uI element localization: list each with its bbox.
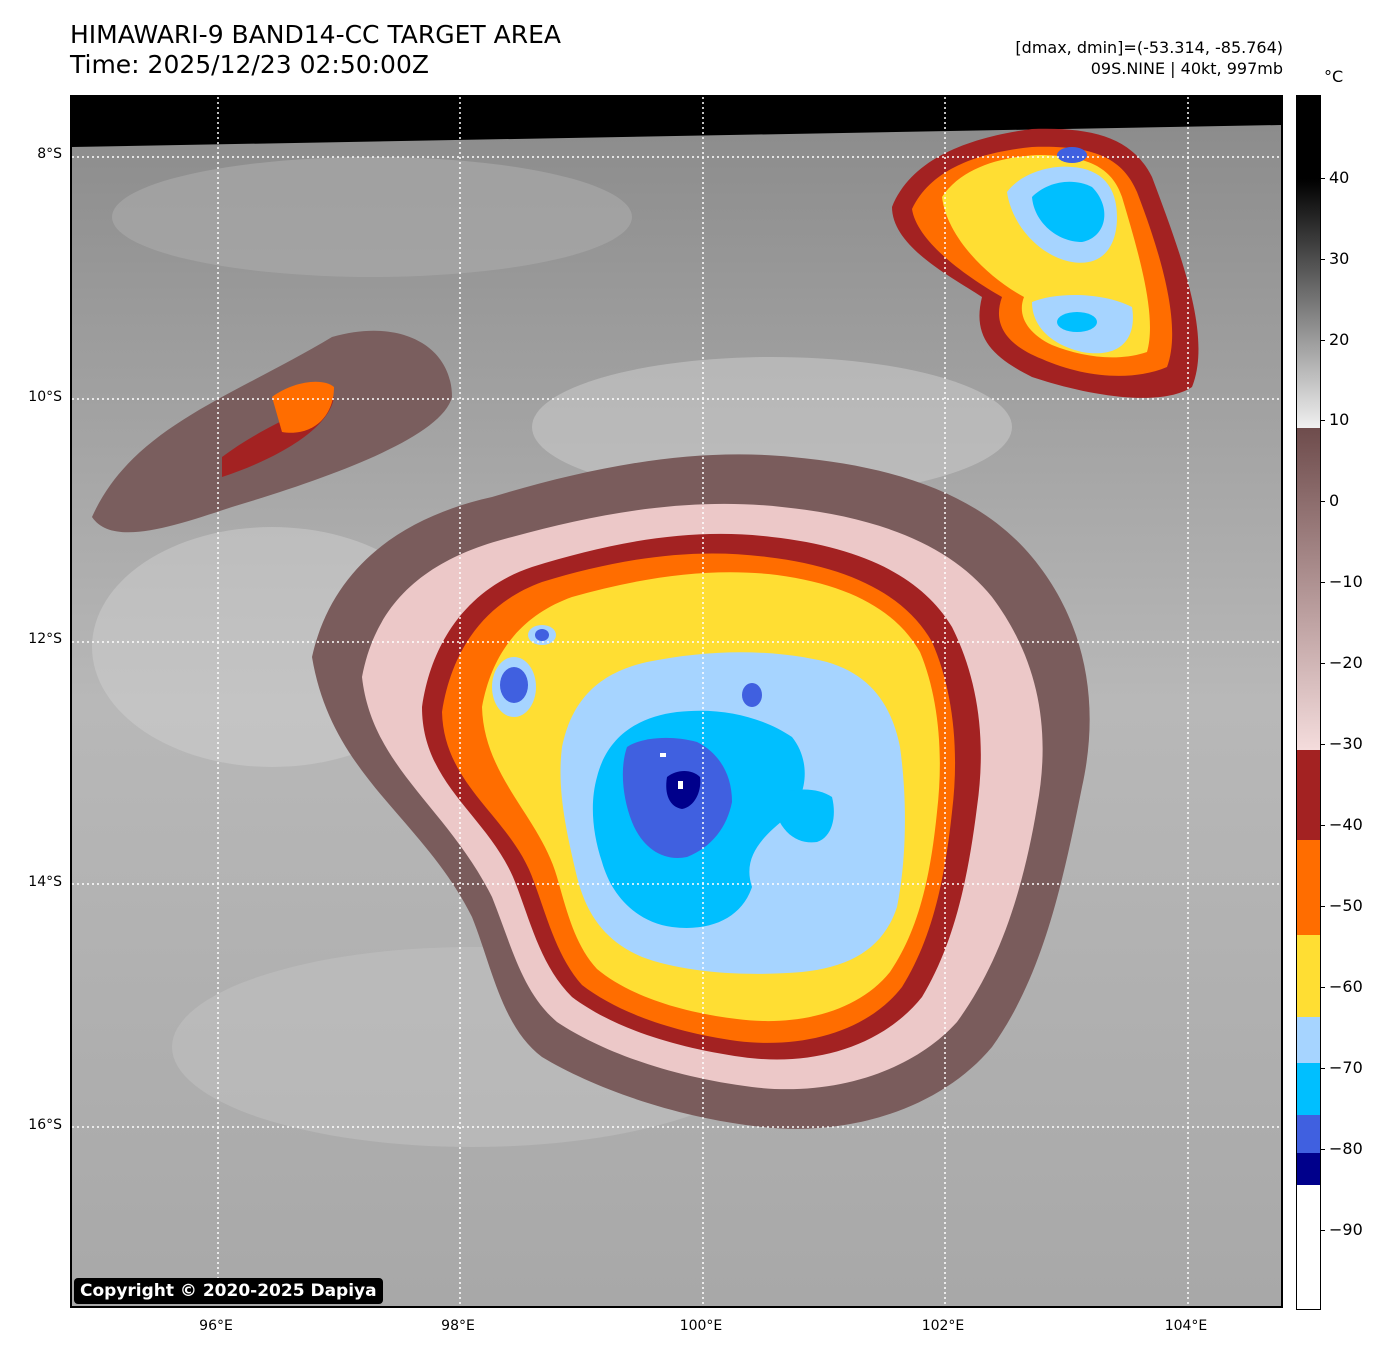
lon-label-100e: 100°E bbox=[679, 1318, 723, 1334]
cbar-label-minus70: −70 bbox=[1329, 1058, 1363, 1077]
cbar-label-minus50: −50 bbox=[1329, 896, 1363, 915]
cbar-label-minus60: −60 bbox=[1329, 977, 1363, 996]
cbar-label-10: 10 bbox=[1329, 410, 1350, 429]
graticule bbox=[72, 97, 1281, 1306]
storm-info: [dmax, dmin]=(-53.314, -85.764) 09S.NINE… bbox=[1015, 37, 1283, 79]
satellite-image bbox=[72, 97, 1281, 1306]
cbar-label-minus20: −20 bbox=[1329, 653, 1363, 672]
cbar-label-0: 0 bbox=[1329, 491, 1340, 510]
cbar-label-minus90: −90 bbox=[1329, 1220, 1363, 1239]
title-line-2: Time: 2025/12/23 02:50:00Z bbox=[70, 50, 429, 79]
colorbar-gradient bbox=[1297, 96, 1320, 1309]
storm-text: 09S.NINE | 40kt, 997mb bbox=[1090, 59, 1283, 78]
cbar-label-minus80: −80 bbox=[1329, 1139, 1363, 1158]
lon-label-96e: 96°E bbox=[199, 1318, 233, 1334]
satellite-map: Copyright © 2020-2025 Dapiya bbox=[70, 95, 1283, 1308]
lon-label-104e: 104°E bbox=[1164, 1318, 1208, 1334]
colorbar-unit: °C bbox=[1324, 67, 1344, 86]
cbar-label-minus30: −30 bbox=[1329, 734, 1363, 753]
cbar-label-40: 40 bbox=[1329, 168, 1350, 187]
copyright-badge: Copyright © 2020-2025 Dapiya bbox=[74, 1278, 383, 1304]
stats-text: [dmax, dmin]=(-53.314, -85.764) bbox=[1015, 38, 1283, 57]
no-data-band bbox=[72, 97, 1281, 147]
lat-label-14s: 14°S bbox=[28, 874, 62, 890]
lon-label-102e: 102°E bbox=[921, 1318, 965, 1334]
cbar-label-20: 20 bbox=[1329, 330, 1350, 349]
lat-label-8s: 8°S bbox=[37, 146, 62, 162]
cbar-label-minus10: −10 bbox=[1329, 572, 1363, 591]
lat-label-16s: 16°S bbox=[28, 1117, 62, 1133]
lon-label-98e: 98°E bbox=[441, 1318, 475, 1334]
title-line-1: HIMAWARI-9 BAND14-CC TARGET AREA bbox=[70, 20, 562, 49]
lat-label-12s: 12°S bbox=[28, 631, 62, 647]
cbar-label-30: 30 bbox=[1329, 249, 1350, 268]
chart-title: HIMAWARI-9 BAND14-CC TARGET AREA Time: 2… bbox=[70, 20, 561, 80]
cbar-label-minus40: −40 bbox=[1329, 815, 1363, 834]
colorbar bbox=[1296, 95, 1321, 1310]
lat-label-10s: 10°S bbox=[28, 389, 62, 405]
